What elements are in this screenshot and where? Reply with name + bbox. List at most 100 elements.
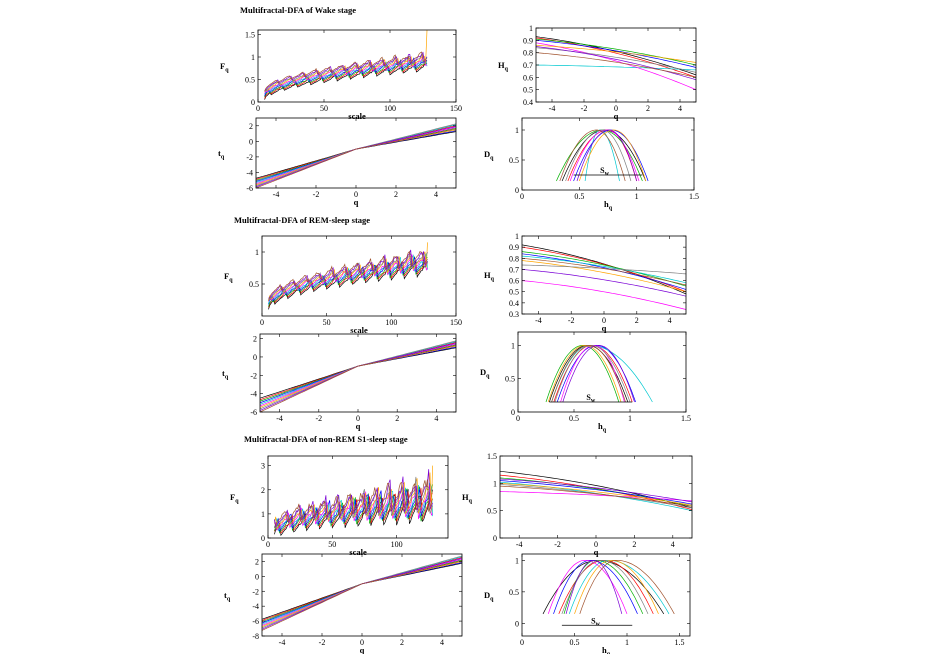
y-tick-label: 1: [493, 479, 497, 488]
x-axis-label-main: q: [356, 421, 361, 431]
y-axis-label: Fq: [220, 61, 229, 74]
series-line-8: [565, 129, 632, 182]
y-tick-label: 1: [511, 341, 515, 350]
series-line-1: [542, 559, 665, 615]
y-axis-label-sub: q: [229, 278, 233, 284]
x-tick-label: 100: [385, 318, 397, 327]
y-tick-label: 1: [515, 126, 519, 135]
series-line-9: [264, 51, 428, 91]
y-axis-label-sub: q: [235, 499, 239, 505]
series-line-6: [547, 559, 628, 615]
plot-frame: [521, 553, 691, 637]
y-tick-label: -4: [246, 168, 253, 177]
plot-area: [542, 559, 675, 615]
y-tick-label: 0.5: [509, 288, 519, 297]
series-line-3: [536, 38, 696, 66]
y-axis-label-sub: q: [491, 277, 495, 283]
x-tick-label: 50: [328, 540, 336, 549]
plot-area: [262, 555, 462, 631]
y-axis-label: tq: [218, 148, 225, 161]
x-axis-label: scale: [348, 111, 366, 121]
series-line-5: [522, 255, 686, 284]
series-line-7: [262, 561, 462, 628]
y-tick-label: -2: [250, 371, 257, 380]
series-line-10: [264, 51, 428, 92]
x-tick-label: -2: [313, 190, 320, 199]
plot-frame: [261, 235, 457, 317]
y-tick-label: -8: [252, 632, 259, 641]
plot-area: [536, 36, 696, 91]
x-axis-label-sub: q: [607, 652, 611, 654]
y-tick-label: 0.5: [509, 588, 519, 597]
x-axis-label-sub: q: [603, 428, 607, 434]
y-axis-label-sub: q: [490, 597, 494, 603]
x-axis-label-main: q: [354, 197, 359, 207]
y-axis-label-main: H: [484, 270, 491, 280]
series-line-9: [274, 469, 433, 528]
spectrum-width-main: S: [591, 616, 596, 625]
x-tick-label: 1.5: [689, 192, 699, 201]
x-tick-label: 100: [384, 104, 396, 113]
spectrum-width-main: S: [586, 393, 591, 402]
x-tick-label: 0: [360, 638, 364, 647]
x-tick-label: 0: [354, 190, 358, 199]
y-tick-label: 2: [253, 335, 257, 344]
series-line-7: [522, 260, 686, 293]
series-line-10: [260, 345, 456, 412]
section-title-wake: Multifractal-DFA of Wake stage: [240, 5, 356, 15]
spectrum-width-label: Sw: [600, 166, 609, 177]
x-tick-label: 0: [520, 638, 524, 647]
x-tick-label: 2: [646, 104, 650, 113]
series-line-10: [559, 129, 626, 182]
x-tick-label: 4: [440, 638, 444, 647]
y-axis-label: tq: [222, 368, 229, 381]
series-line-9: [536, 46, 696, 81]
y-tick-label: 0.5: [509, 156, 519, 165]
y-tick-label: 2: [249, 122, 253, 131]
x-axis-label: q: [354, 197, 359, 207]
series-line-9: [522, 269, 686, 297]
y-tick-label: 2: [255, 557, 259, 566]
series-line-7: [536, 44, 696, 63]
y-tick-label: 1: [255, 248, 259, 257]
y-axis-label: Hq: [484, 270, 495, 283]
series-line-4: [553, 559, 638, 615]
x-axis-label: hq: [602, 645, 611, 654]
plot-frame: [255, 117, 457, 189]
x-tick-label: 1: [635, 192, 639, 201]
y-tick-label: 0: [249, 137, 253, 146]
x-tick-label: 0: [602, 316, 606, 325]
series-line-10: [522, 257, 686, 286]
plot-frame: [521, 117, 695, 191]
plot-area: [545, 344, 653, 403]
x-axis-label-main: h: [604, 199, 609, 209]
x-axis-label-main: scale: [350, 325, 368, 335]
spectrum-width-sub: w: [591, 398, 596, 404]
series-line-6: [536, 42, 696, 91]
y-tick-label: 0.5: [245, 76, 255, 85]
x-tick-label: 150: [450, 104, 462, 113]
y-axis-label-sub: q: [486, 374, 490, 380]
y-axis-label-sub: q: [221, 155, 225, 161]
x-tick-label: 1: [628, 414, 632, 423]
x-axis-label-sub: q: [609, 206, 613, 212]
y-axis-label-main: D: [480, 367, 486, 377]
y-axis-label-main: F: [220, 61, 225, 71]
y-tick-label: -2: [252, 587, 259, 596]
y-tick-label: 0: [515, 186, 519, 195]
y-axis-label-sub: q: [225, 68, 229, 74]
series-line-5: [536, 64, 696, 71]
plot-frame: [535, 27, 697, 103]
x-axis-label: q: [614, 111, 619, 121]
x-tick-label: -4: [273, 190, 280, 199]
spectrum-width-sub: w: [605, 171, 610, 177]
x-tick-label: 0: [266, 540, 270, 549]
plot-area: [256, 123, 456, 188]
series-line-7: [578, 129, 647, 182]
y-tick-label: 0.3: [509, 310, 519, 319]
y-tick-label: 0: [251, 98, 255, 107]
x-axis-label-main: q: [360, 645, 365, 654]
plot-frame: [259, 333, 457, 413]
